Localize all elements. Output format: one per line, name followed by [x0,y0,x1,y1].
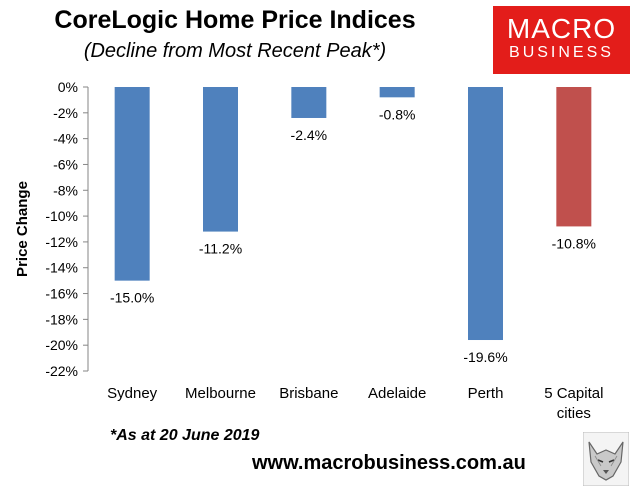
chart-subtitle: (Decline from Most Recent Peak*) [83,40,387,62]
bar-5-capital-cities [556,87,592,227]
bar-adelaide [379,87,415,98]
y-tick-label: -10% [45,208,78,224]
footnote: *As at 20 June 2019 [110,427,260,444]
data-label: -10.8% [552,235,596,251]
x-tick-label: Perth [468,385,504,402]
bar-sydney [114,87,150,281]
y-tick-label: -16% [45,286,78,302]
x-tick-label: 5 Capital [544,385,603,402]
y-axis-title: Price Change [14,181,31,277]
data-label: -19.6% [463,349,507,365]
y-tick-label: -14% [45,260,78,276]
y-tick-label: 0% [58,79,78,95]
bar-brisbane [291,87,327,118]
x-tick-label: Adelaide [368,385,426,402]
y-tick-label: -12% [45,234,78,250]
y-tick-label: -22% [45,363,78,379]
y-tick-label: -6% [53,156,78,172]
logo-text-macro: MACRO [506,13,617,44]
macro-business-logo: MACRO BUSINESS [493,6,630,74]
bar-perth [468,87,503,341]
x-tick-label: Sydney [107,385,158,402]
data-label: -0.8% [379,106,416,122]
data-label: -11.2% [199,241,242,257]
data-label: -15.0% [110,290,154,306]
wolf-icon [583,432,629,486]
y-tick-label: -2% [53,105,78,121]
y-tick-label: -18% [45,311,78,327]
logo-text-business: BUSINESS [509,44,614,61]
x-tick-label: Brisbane [279,385,338,402]
x-tick-label: Melbourne [185,385,256,402]
y-tick-label: -4% [53,131,78,147]
data-label: -2.4% [291,127,328,143]
website-url: www.macrobusiness.com.au [252,452,526,474]
y-tick-label: -8% [53,182,78,198]
y-tick-label: -20% [45,337,78,353]
bar-melbourne [203,87,238,232]
chart-title: CoreLogic Home Price Indices [54,6,416,34]
x-tick-label: cities [557,405,591,422]
